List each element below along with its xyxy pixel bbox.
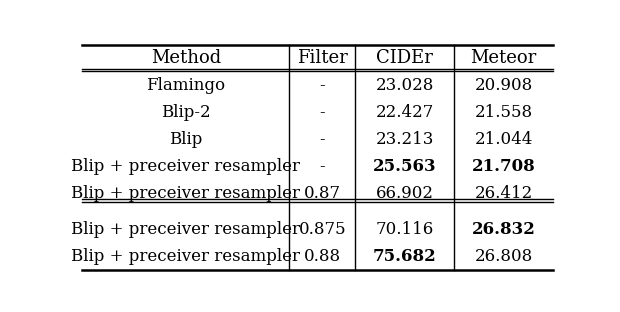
- Text: Blip-2: Blip-2: [161, 104, 211, 121]
- Text: -: -: [320, 77, 326, 94]
- Text: 0.875: 0.875: [299, 222, 347, 238]
- Text: Blip: Blip: [169, 131, 203, 148]
- Text: -: -: [320, 104, 326, 121]
- Text: 66.902: 66.902: [376, 185, 434, 202]
- Text: 26.808: 26.808: [475, 248, 533, 266]
- Text: Flamingo: Flamingo: [146, 77, 226, 94]
- Text: Blip + preceiver resampler: Blip + preceiver resampler: [71, 185, 301, 202]
- Text: CIDEr: CIDEr: [376, 49, 433, 67]
- Text: 21.044: 21.044: [474, 131, 533, 148]
- Text: Blip + preceiver resampler: Blip + preceiver resampler: [71, 248, 301, 266]
- Text: 21.708: 21.708: [472, 158, 536, 175]
- Text: 23.028: 23.028: [376, 77, 434, 94]
- Text: 0.88: 0.88: [304, 248, 341, 266]
- Text: Blip + preceiver resampler: Blip + preceiver resampler: [71, 222, 301, 238]
- Text: Filter: Filter: [297, 49, 348, 67]
- Text: Blip + preceiver resampler: Blip + preceiver resampler: [71, 158, 301, 175]
- Text: Method: Method: [151, 49, 221, 67]
- Text: 23.213: 23.213: [376, 131, 434, 148]
- Text: 26.832: 26.832: [472, 222, 536, 238]
- Text: 70.116: 70.116: [376, 222, 434, 238]
- Text: 22.427: 22.427: [376, 104, 434, 121]
- Text: 0.87: 0.87: [304, 185, 341, 202]
- Text: 20.908: 20.908: [475, 77, 533, 94]
- Text: Meteor: Meteor: [471, 49, 537, 67]
- Text: 26.412: 26.412: [475, 185, 533, 202]
- Text: 25.563: 25.563: [373, 158, 436, 175]
- Text: 75.682: 75.682: [373, 248, 436, 266]
- Text: 21.558: 21.558: [475, 104, 533, 121]
- Text: -: -: [320, 158, 326, 175]
- Text: -: -: [320, 131, 326, 148]
